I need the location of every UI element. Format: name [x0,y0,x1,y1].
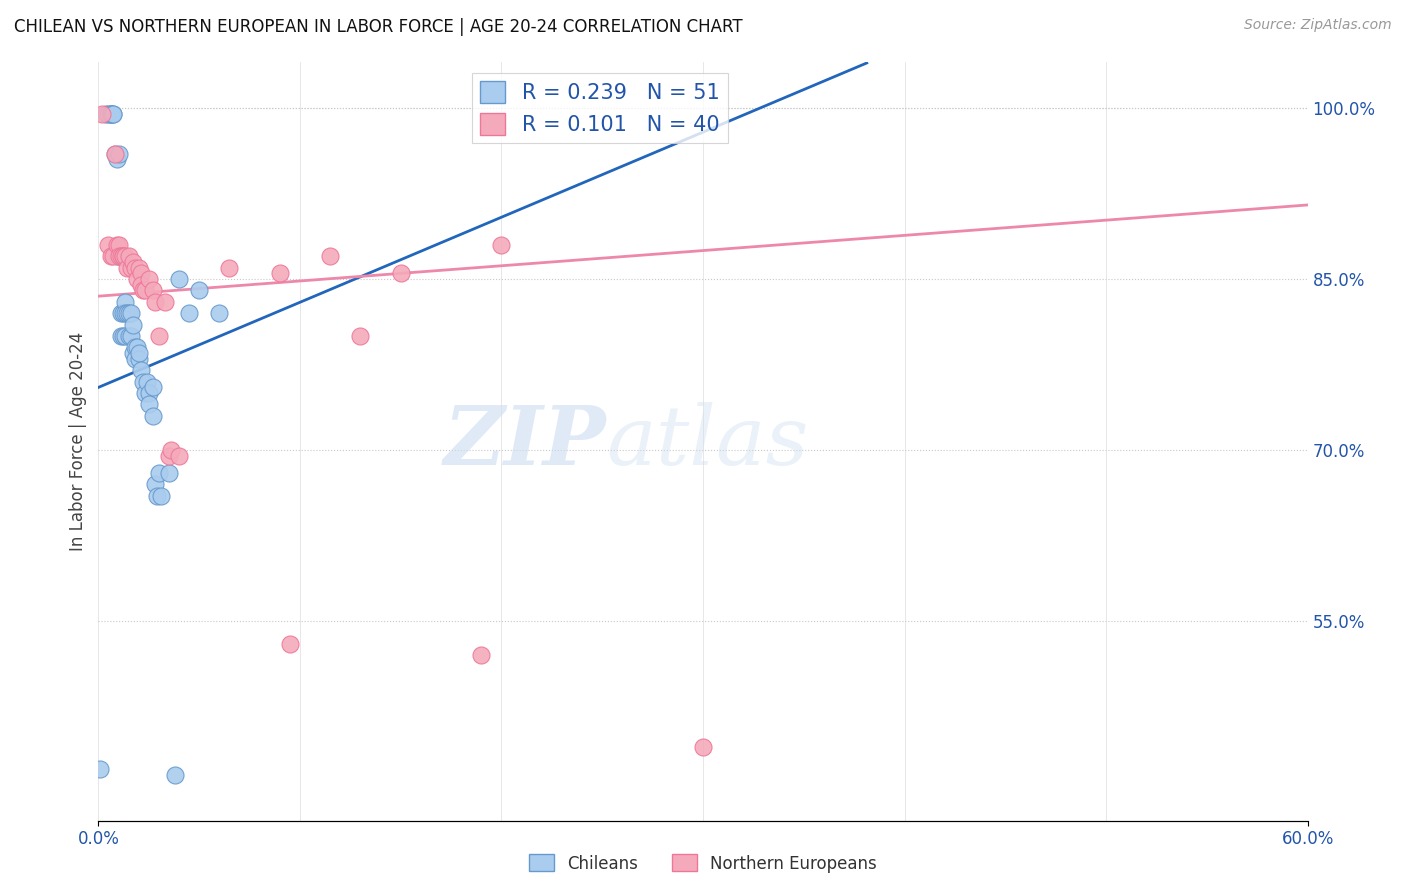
Point [110,249,132,263]
Point [125,272,148,286]
Point [91,107,114,121]
Point [349,329,371,343]
Point [148,466,170,480]
Point [97,107,120,121]
Point [111,306,134,320]
Point [111,329,134,343]
Point [134,386,156,401]
Point [218,260,240,275]
Point [101,107,124,121]
Point [132,375,155,389]
Text: atlas: atlas [606,401,808,482]
Point [129,363,152,377]
Point [319,249,342,263]
Point [128,260,150,275]
Point [129,277,152,292]
Point [100,249,122,263]
Point [118,249,141,263]
Point [111,249,134,263]
Point [115,260,138,275]
Point [121,255,143,269]
Point [121,318,143,332]
Point [120,260,142,275]
Point [128,351,150,366]
Point [134,284,156,298]
Text: Source: ZipAtlas.com: Source: ZipAtlas.com [1244,18,1392,32]
Point [146,489,169,503]
Point [118,306,141,320]
Point [692,739,714,754]
Legend: Chileans, Northern Europeans: Chileans, Northern Europeans [523,847,883,880]
Point [389,266,412,280]
Point [100,107,122,121]
Point [470,648,492,663]
Point [120,306,142,320]
Point [160,443,183,458]
Point [149,489,172,503]
Point [115,306,138,320]
Point [107,238,129,252]
Point [208,306,231,320]
Point [167,272,190,286]
Point [114,294,136,309]
Point [124,260,146,275]
Point [101,249,124,263]
Point [100,107,122,121]
Point [148,329,170,343]
Point [110,329,132,343]
Point [105,249,128,263]
Point [163,768,186,782]
Point [188,284,211,298]
Text: ZIP: ZIP [444,401,606,482]
Point [101,107,124,121]
Point [138,386,160,401]
Point [129,266,152,280]
Point [125,341,148,355]
Text: CHILEAN VS NORTHERN EUROPEAN IN LABOR FORCE | AGE 20-24 CORRELATION CHART: CHILEAN VS NORTHERN EUROPEAN IN LABOR FO… [14,18,742,36]
Point [128,346,150,360]
Point [157,449,180,463]
Point [142,380,165,394]
Point [143,477,166,491]
Point [107,146,129,161]
Point [110,249,132,263]
Point [132,284,155,298]
Point [114,306,136,320]
Point [142,409,165,423]
Point [89,762,111,776]
Point [124,341,146,355]
Point [138,397,160,411]
Point [114,249,136,263]
Point [143,294,166,309]
Point [105,153,128,167]
Point [97,238,120,252]
Point [153,294,176,309]
Point [100,107,122,121]
Point [114,329,136,343]
Point [103,146,125,161]
Point [167,449,190,463]
Point [118,329,141,343]
Point [138,272,160,286]
Point [124,351,146,366]
Point [96,107,118,121]
Point [103,146,125,161]
Point [111,249,134,263]
Point [269,266,291,280]
Point [107,249,129,263]
Y-axis label: In Labor Force | Age 20-24: In Labor Force | Age 20-24 [69,332,87,551]
Legend: R = 0.239   N = 51, R = 0.101   N = 40: R = 0.239 N = 51, R = 0.101 N = 40 [471,73,728,144]
Point [120,329,142,343]
Point [157,466,180,480]
Point [110,306,132,320]
Point [107,249,129,263]
Point [105,238,128,252]
Point [278,637,301,651]
Point [121,346,143,360]
Point [135,375,157,389]
Point [142,284,165,298]
Point [491,238,513,252]
Point [179,306,201,320]
